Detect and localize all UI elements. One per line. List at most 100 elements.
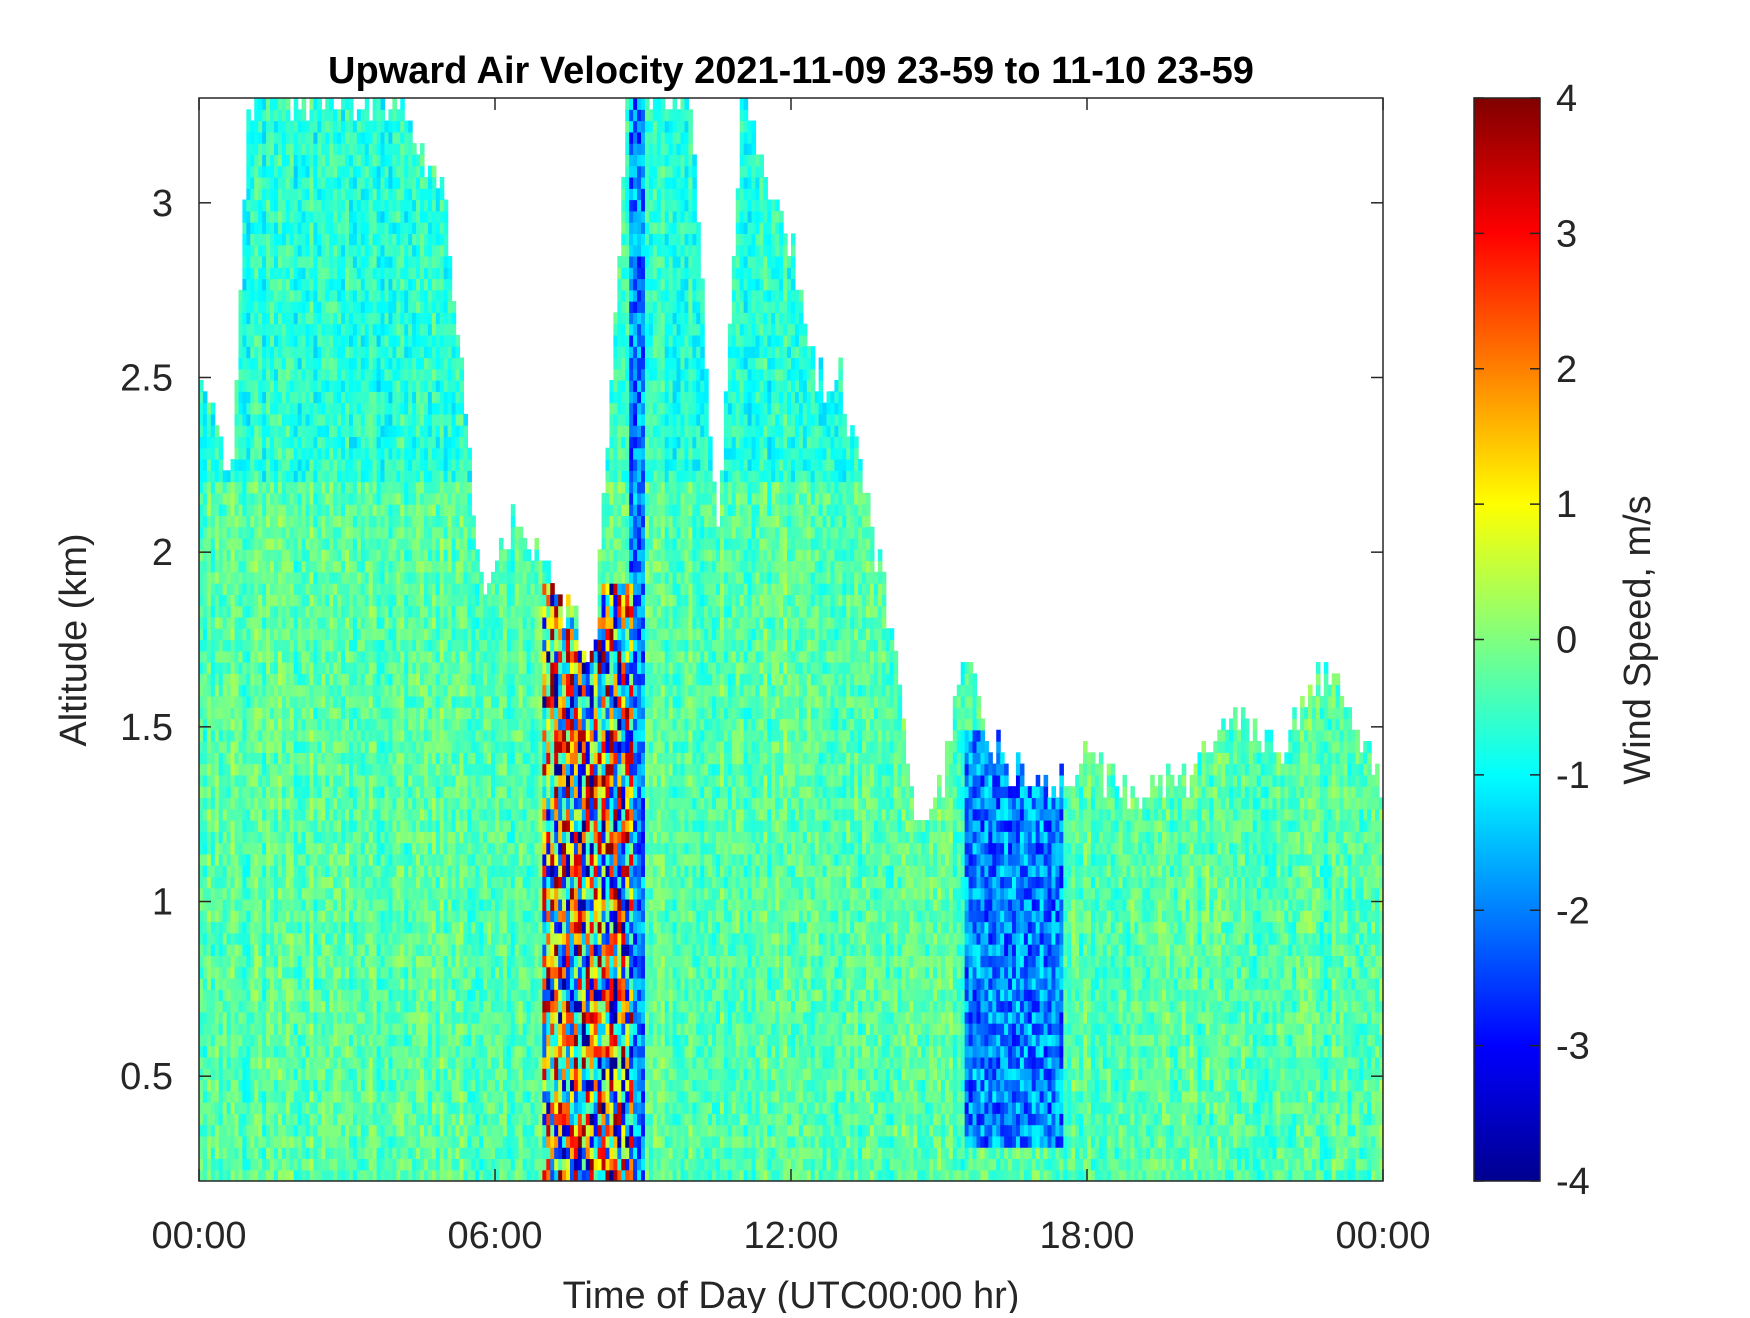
heatmap-cell	[270, 662, 275, 674]
heatmap-cell	[277, 729, 283, 742]
heatmap-cell	[376, 707, 382, 720]
heatmap-cell	[313, 650, 318, 663]
heatmap-cell	[380, 955, 386, 968]
heatmap-cell	[289, 334, 295, 347]
heatmap-cell	[242, 1113, 247, 1126]
heatmap-cell	[266, 639, 271, 652]
heatmap-cell	[388, 1124, 393, 1137]
heatmap-cell	[254, 1158, 259, 1171]
heatmap-cell	[412, 1124, 417, 1137]
heatmap-cell	[309, 492, 315, 505]
heatmap-cell	[329, 583, 334, 595]
heatmap-cell	[372, 932, 378, 945]
heatmap-cell	[376, 594, 382, 607]
heatmap-cell	[372, 605, 378, 618]
heatmap-cell	[297, 1011, 303, 1024]
heatmap-cell	[400, 921, 405, 934]
heatmap-cell	[277, 233, 283, 246]
heatmap-cell	[408, 650, 413, 663]
heatmap-cell	[301, 549, 307, 562]
heatmap-cell	[364, 391, 370, 404]
heatmap-cell	[404, 447, 409, 460]
heatmap-cell	[384, 752, 390, 765]
heatmap-cell	[262, 504, 267, 517]
heatmap-cell	[214, 774, 220, 787]
heatmap-cell	[388, 932, 393, 945]
heatmap-cell	[250, 650, 255, 663]
heatmap-cell	[329, 346, 334, 359]
heatmap-cell	[384, 165, 390, 178]
heatmap-cell	[262, 887, 267, 900]
heatmap-cell	[404, 165, 409, 178]
heatmap-cell	[273, 583, 279, 595]
heatmap-cell	[254, 628, 259, 641]
heatmap-cell	[262, 549, 267, 562]
heatmap-cell	[273, 98, 279, 110]
heatmap-cell	[313, 1023, 318, 1035]
heatmap-cell	[345, 707, 350, 720]
heatmap-cell	[262, 571, 267, 584]
heatmap-cell	[392, 98, 397, 110]
heatmap-cell	[258, 853, 263, 866]
heatmap-cell	[305, 312, 311, 325]
heatmap-cell	[266, 977, 271, 990]
heatmap-cell	[281, 774, 287, 787]
heatmap-cell	[348, 876, 354, 889]
heatmap-cell	[281, 1034, 287, 1047]
heatmap-cell	[412, 571, 417, 584]
heatmap-cell	[341, 244, 346, 257]
heatmap-cell	[285, 504, 291, 517]
heatmap-cell	[412, 199, 417, 212]
heatmap-cell	[285, 244, 291, 257]
heatmap-cell	[412, 616, 417, 629]
heatmap-cell	[341, 346, 346, 359]
heatmap-cell	[317, 786, 322, 799]
heatmap-cell	[412, 560, 417, 573]
heatmap-cell	[337, 222, 342, 234]
heatmap-cell	[309, 898, 315, 911]
heatmap-cell	[281, 831, 287, 844]
heatmap-cell	[262, 1068, 267, 1081]
heatmap-cell	[356, 910, 362, 923]
heatmap-cell	[222, 537, 228, 550]
heatmap-cell	[404, 436, 409, 449]
heatmap-cell	[360, 346, 366, 359]
heatmap-cell	[301, 741, 307, 753]
heatmap-cell	[262, 312, 267, 325]
heatmap-cell	[266, 98, 271, 110]
heatmap-cell	[348, 222, 354, 234]
heatmap-cell	[270, 1169, 275, 1181]
heatmap-cell	[281, 628, 287, 641]
heatmap-cell	[329, 707, 334, 720]
heatmap-cell	[293, 334, 299, 347]
heatmap-cell	[234, 741, 240, 753]
heatmap-cell	[325, 763, 330, 776]
heatmap-cell	[364, 763, 370, 776]
heatmap-cell	[281, 357, 287, 370]
heatmap-cell	[277, 786, 283, 799]
heatmap-cell	[329, 334, 334, 347]
heatmap-cell	[289, 1124, 295, 1137]
heatmap-cell	[372, 695, 378, 708]
heatmap-cell	[404, 786, 409, 799]
heatmap-cell	[226, 616, 232, 629]
heatmap-cell	[400, 481, 405, 494]
heatmap-cell	[325, 165, 330, 178]
heatmap-cell	[333, 188, 338, 201]
heatmap-cell	[333, 436, 338, 449]
heatmap-cell	[242, 989, 247, 1002]
heatmap-cell	[392, 334, 397, 347]
heatmap-cell	[285, 357, 291, 370]
heatmap-cell	[199, 459, 204, 471]
heatmap-cell	[250, 357, 255, 370]
heatmap-cell	[317, 222, 322, 234]
heatmap-cell	[206, 549, 212, 562]
heatmap-cell	[392, 977, 397, 990]
heatmap-cell	[202, 1158, 208, 1171]
heatmap-cell	[380, 583, 386, 595]
heatmap-cell	[388, 1000, 393, 1013]
heatmap-cell	[242, 526, 247, 539]
heatmap-cell	[281, 470, 287, 483]
heatmap-cell	[262, 774, 267, 787]
heatmap-cell	[277, 357, 283, 370]
